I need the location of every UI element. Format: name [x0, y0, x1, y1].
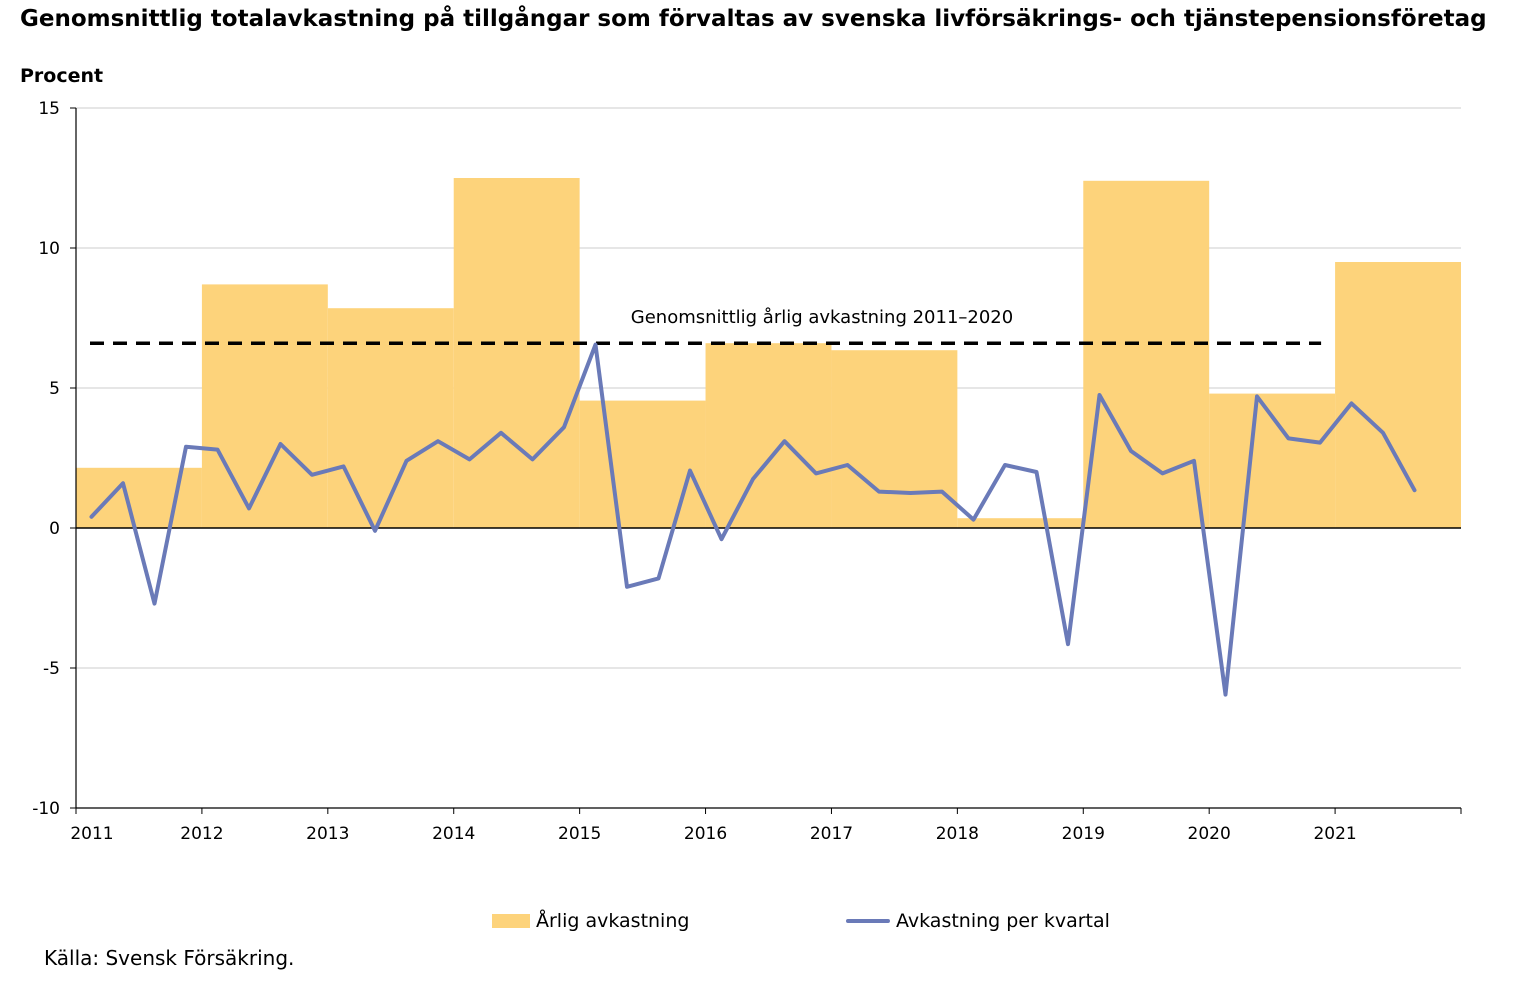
x-tick-label: 2017	[810, 824, 853, 844]
quarter-point-2015-K3	[657, 576, 660, 580]
y-tick-label: 15	[38, 99, 60, 119]
bar-2015	[579, 400, 706, 528]
quarter-point-2014-K1	[468, 457, 471, 461]
reference-line-label: Genomsnittlig årlig avkastning 2011–2020	[631, 307, 1013, 328]
quarter-point-2011-K2	[121, 481, 125, 485]
quarter-point-2020-K2	[1255, 394, 1259, 398]
quarter-point-2013-K3	[405, 459, 408, 463]
y-tick-label: -5	[43, 659, 60, 679]
axes	[70, 107, 1462, 814]
bar-2018	[957, 518, 1084, 528]
quarter-point-2021-K2	[1381, 431, 1385, 435]
bar-2012	[201, 284, 328, 528]
quarter-point-2012-K3	[279, 442, 282, 446]
quarter-point-2018-K2	[1003, 463, 1007, 467]
x-tick-label: 2019	[1062, 824, 1105, 844]
bar-2016	[705, 343, 832, 528]
y-tick-label: -10	[32, 799, 60, 819]
x-tick-label: 2020	[1188, 824, 1231, 844]
quarter-point-2012-K2	[247, 506, 251, 510]
legend-bars: Årlig avkastning	[492, 910, 689, 932]
x-tick-label: 2015	[558, 824, 601, 844]
quarter-point-2020-K3	[1287, 436, 1290, 440]
quarter-point-2017-K2	[877, 490, 881, 494]
source-note: Källa: Svensk Försäkring.	[44, 946, 295, 970]
quarter-point-2016-K3	[783, 439, 786, 443]
tick-labels: -10 -5 0 5 10 15 2011 2012 2013 2014 2015 2016 2017 2…	[32, 99, 1357, 844]
bar-2014	[453, 178, 580, 528]
quarter-point-2017-K1	[846, 463, 849, 467]
x-tick-label: 2018	[936, 824, 979, 844]
quarter-point-2014-K4	[562, 425, 566, 429]
reference-line-group: Genomsnittlig årlig avkastning 2011–2020	[90, 307, 1322, 345]
quarter-point-2019-K2	[1129, 449, 1133, 453]
quarter-point-2016-K1	[720, 537, 723, 541]
bar-2019	[1083, 180, 1210, 529]
quarter-point-2011-K1	[90, 515, 93, 519]
quarter-point-2014-K3	[531, 457, 534, 461]
quarter-point-2017-K4	[940, 490, 944, 494]
quarter-point-2019-K3	[1161, 471, 1164, 475]
quarter-point-2018-K3	[1035, 470, 1038, 474]
quarter-point-2016-K2	[751, 477, 755, 481]
x-tick-label: 2012	[180, 824, 223, 844]
quarter-point-2020-K1	[1224, 693, 1227, 697]
quarter-point-2015-K4	[688, 469, 692, 473]
x-tick-label: 2014	[432, 824, 475, 844]
quarter-point-2020-K4	[1318, 441, 1322, 445]
bar-2011	[76, 467, 202, 528]
quarter-point-2016-K4	[814, 471, 818, 475]
legend-bars-label: Årlig avkastning	[536, 910, 690, 932]
quarter-point-2013-K2	[373, 529, 377, 533]
quarter-point-2012-K1	[216, 448, 219, 452]
quarter-point-2018-K1	[972, 518, 975, 522]
quarter-point-2015-K2	[625, 585, 629, 589]
legend-line-swatch	[846, 919, 890, 923]
y-tick-label: 5	[49, 379, 60, 399]
quarter-point-2012-K4	[310, 473, 314, 477]
chart-title: Genomsnittlig totalavkastning på tillgån…	[20, 6, 1487, 32]
y-tick-label: 0	[49, 519, 60, 539]
bar-2021	[1335, 262, 1461, 528]
annual-bars	[76, 178, 1461, 529]
legend-bar-swatch	[492, 914, 530, 928]
x-tick-label: 2011	[70, 824, 113, 844]
quarter-point-2011-K3	[153, 602, 156, 606]
quarter-point-2021-K1	[1350, 401, 1353, 405]
quarter-point-2013-K1	[342, 464, 345, 468]
y-unit-label: Procent	[20, 65, 104, 87]
x-tick-label: 2016	[684, 824, 727, 844]
quarter-point-2018-K4	[1066, 642, 1070, 646]
bar-2017	[831, 350, 958, 528]
legend-line: Avkastning per kvartal	[846, 910, 1110, 932]
legend-line-label: Avkastning per kvartal	[896, 910, 1110, 932]
x-tick-label: 2013	[306, 824, 349, 844]
quarter-point-2011-K4	[184, 445, 188, 449]
y-tick-label: 10	[38, 239, 60, 259]
quarter-point-2013-K4	[436, 439, 440, 443]
quarter-point-2017-K3	[909, 491, 912, 495]
quarter-point-2015-K1	[594, 343, 597, 347]
quarterly-line-group	[89, 342, 1417, 697]
chart-svg: Genomsnittlig årlig avkastning 2011–2020…	[32, 99, 1462, 844]
quarter-point-2019-K4	[1192, 459, 1196, 463]
quarter-point-2021-K3	[1413, 488, 1416, 492]
quarter-point-2014-K2	[499, 431, 503, 435]
quarter-point-2019-K1	[1098, 393, 1101, 397]
x-tick-label: 2021	[1313, 824, 1356, 844]
